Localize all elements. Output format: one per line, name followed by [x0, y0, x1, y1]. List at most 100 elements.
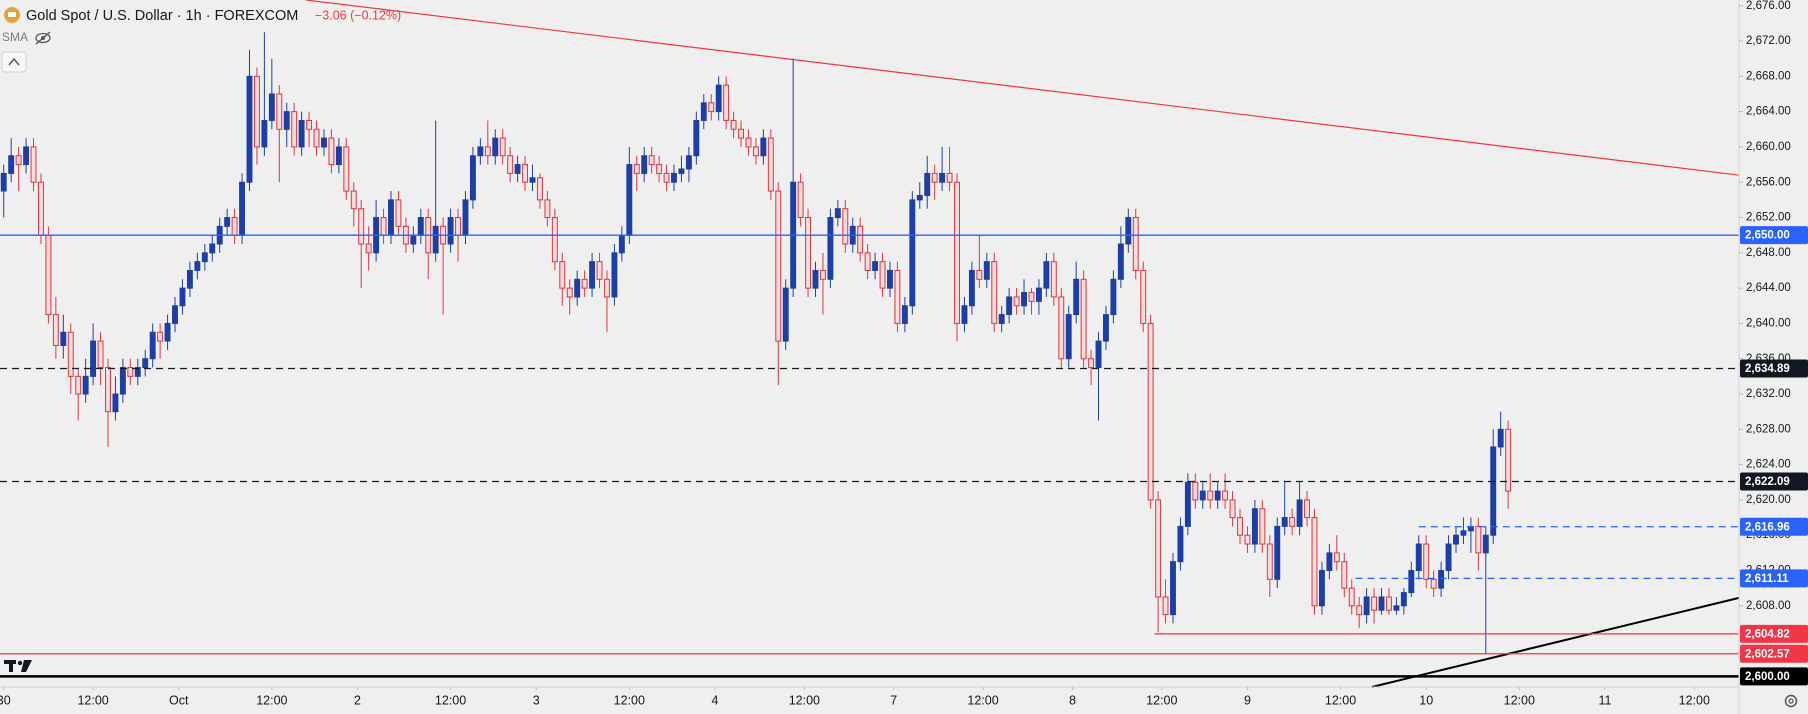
candle-body — [201, 252, 208, 263]
candle-body — [544, 199, 551, 219]
candle-body — [559, 261, 566, 289]
price-tag — [1740, 644, 1808, 663]
x-tick-label: 12:00 — [614, 693, 645, 707]
candle-body — [1147, 322, 1154, 501]
candle-body — [1006, 296, 1013, 316]
candle-body — [335, 146, 342, 166]
candle-body — [447, 217, 454, 245]
candle-body — [1415, 543, 1422, 572]
candle-body — [321, 137, 327, 148]
candle-body — [894, 269, 901, 324]
price-tag — [1740, 359, 1808, 378]
candle-body — [15, 155, 22, 166]
candle-body — [194, 261, 201, 271]
candle-body — [797, 181, 804, 219]
candle-body — [1043, 261, 1050, 289]
candle-body — [1207, 490, 1214, 501]
candle-body — [253, 75, 260, 148]
candle-body — [991, 261, 998, 324]
candle-body — [1095, 340, 1102, 369]
candle-body — [760, 137, 767, 157]
candle-body — [529, 177, 536, 183]
y-tick-label: 2,652.00 — [1746, 212, 1791, 224]
x-tick-label: 12:00 — [1325, 693, 1356, 707]
price-tag-label: 2,634.89 — [1745, 363, 1790, 375]
x-tick-label: 12:00 — [77, 693, 108, 707]
y-tick-label: 2,676.00 — [1746, 0, 1791, 12]
candle-body — [589, 261, 596, 289]
visibility-icon[interactable] — [35, 31, 51, 45]
x-tick-label: 2 — [354, 693, 361, 707]
candle-body — [1386, 596, 1392, 611]
candle-body — [1289, 517, 1296, 527]
x-tick-label: 12:00 — [256, 693, 287, 707]
candle-body — [1110, 278, 1117, 316]
candle-body — [1192, 481, 1199, 501]
candle-body — [1490, 446, 1497, 536]
candle-body — [1117, 243, 1124, 280]
candle-body — [186, 269, 193, 289]
candle-body — [1259, 508, 1266, 545]
candle-body — [67, 331, 74, 377]
candle-body — [172, 305, 178, 324]
candle-body — [551, 217, 558, 263]
candle-body — [976, 269, 983, 280]
candle-body — [946, 172, 953, 183]
candle-body — [231, 217, 238, 236]
candle-body — [477, 146, 484, 157]
indicator-label[interactable]: SMA — [2, 30, 28, 44]
price-tag-label: 2,622.09 — [1745, 476, 1790, 488]
candle-body — [60, 331, 67, 346]
x-tick-label: 9 — [1244, 693, 1251, 707]
price-tag-label: 2,650.00 — [1745, 230, 1790, 242]
candle-body — [1393, 605, 1400, 611]
candle-body — [1482, 534, 1489, 554]
candle-body — [685, 155, 692, 170]
candle-body — [224, 217, 231, 227]
candle-body — [1296, 499, 1303, 527]
candle-body — [164, 322, 171, 342]
candle-body — [1222, 490, 1229, 501]
candle-body — [1430, 578, 1437, 589]
candle-body — [239, 181, 246, 236]
candle-body — [343, 146, 350, 192]
x-tick-label: 12:00 — [435, 693, 466, 707]
collapse-button[interactable] — [1, 51, 27, 73]
candle-body — [1229, 499, 1236, 519]
price-tag-label: 2,616.96 — [1745, 521, 1790, 533]
candle-body — [1013, 296, 1020, 307]
candle-body — [1400, 592, 1407, 607]
candle-body — [261, 119, 268, 148]
settings-icon[interactable] — [1784, 694, 1798, 708]
price-tag — [1740, 226, 1808, 245]
y-tick-label: 2,644.00 — [1746, 282, 1791, 294]
x-tick-label: Oct — [169, 693, 189, 707]
x-tick-label: 7 — [890, 693, 897, 707]
candle-body — [30, 146, 37, 183]
candle-body — [1155, 499, 1162, 598]
candle-body — [887, 269, 893, 289]
candle-body — [693, 119, 700, 157]
candle-body — [1341, 561, 1348, 589]
candle-body — [507, 155, 514, 174]
candle-body — [1050, 261, 1057, 298]
candle-body — [328, 137, 335, 166]
candle-body — [8, 155, 15, 174]
price-change: −3.06 (−0.12%) — [315, 8, 401, 22]
candle-body — [1132, 217, 1139, 271]
price-tag-label: 2,611.11 — [1745, 573, 1789, 585]
candle-body — [1333, 552, 1340, 563]
candle-body — [618, 234, 625, 254]
price-tag-label: 2,600.00 — [1745, 671, 1790, 683]
candle-body — [1021, 292, 1027, 307]
candle-body — [298, 119, 305, 148]
candle-body — [782, 287, 789, 342]
candle-body — [1065, 314, 1072, 360]
candle-body — [75, 375, 82, 395]
candle-body — [812, 269, 819, 289]
candle-body — [410, 234, 417, 245]
candle-body — [350, 190, 357, 210]
candle-body — [209, 243, 216, 254]
